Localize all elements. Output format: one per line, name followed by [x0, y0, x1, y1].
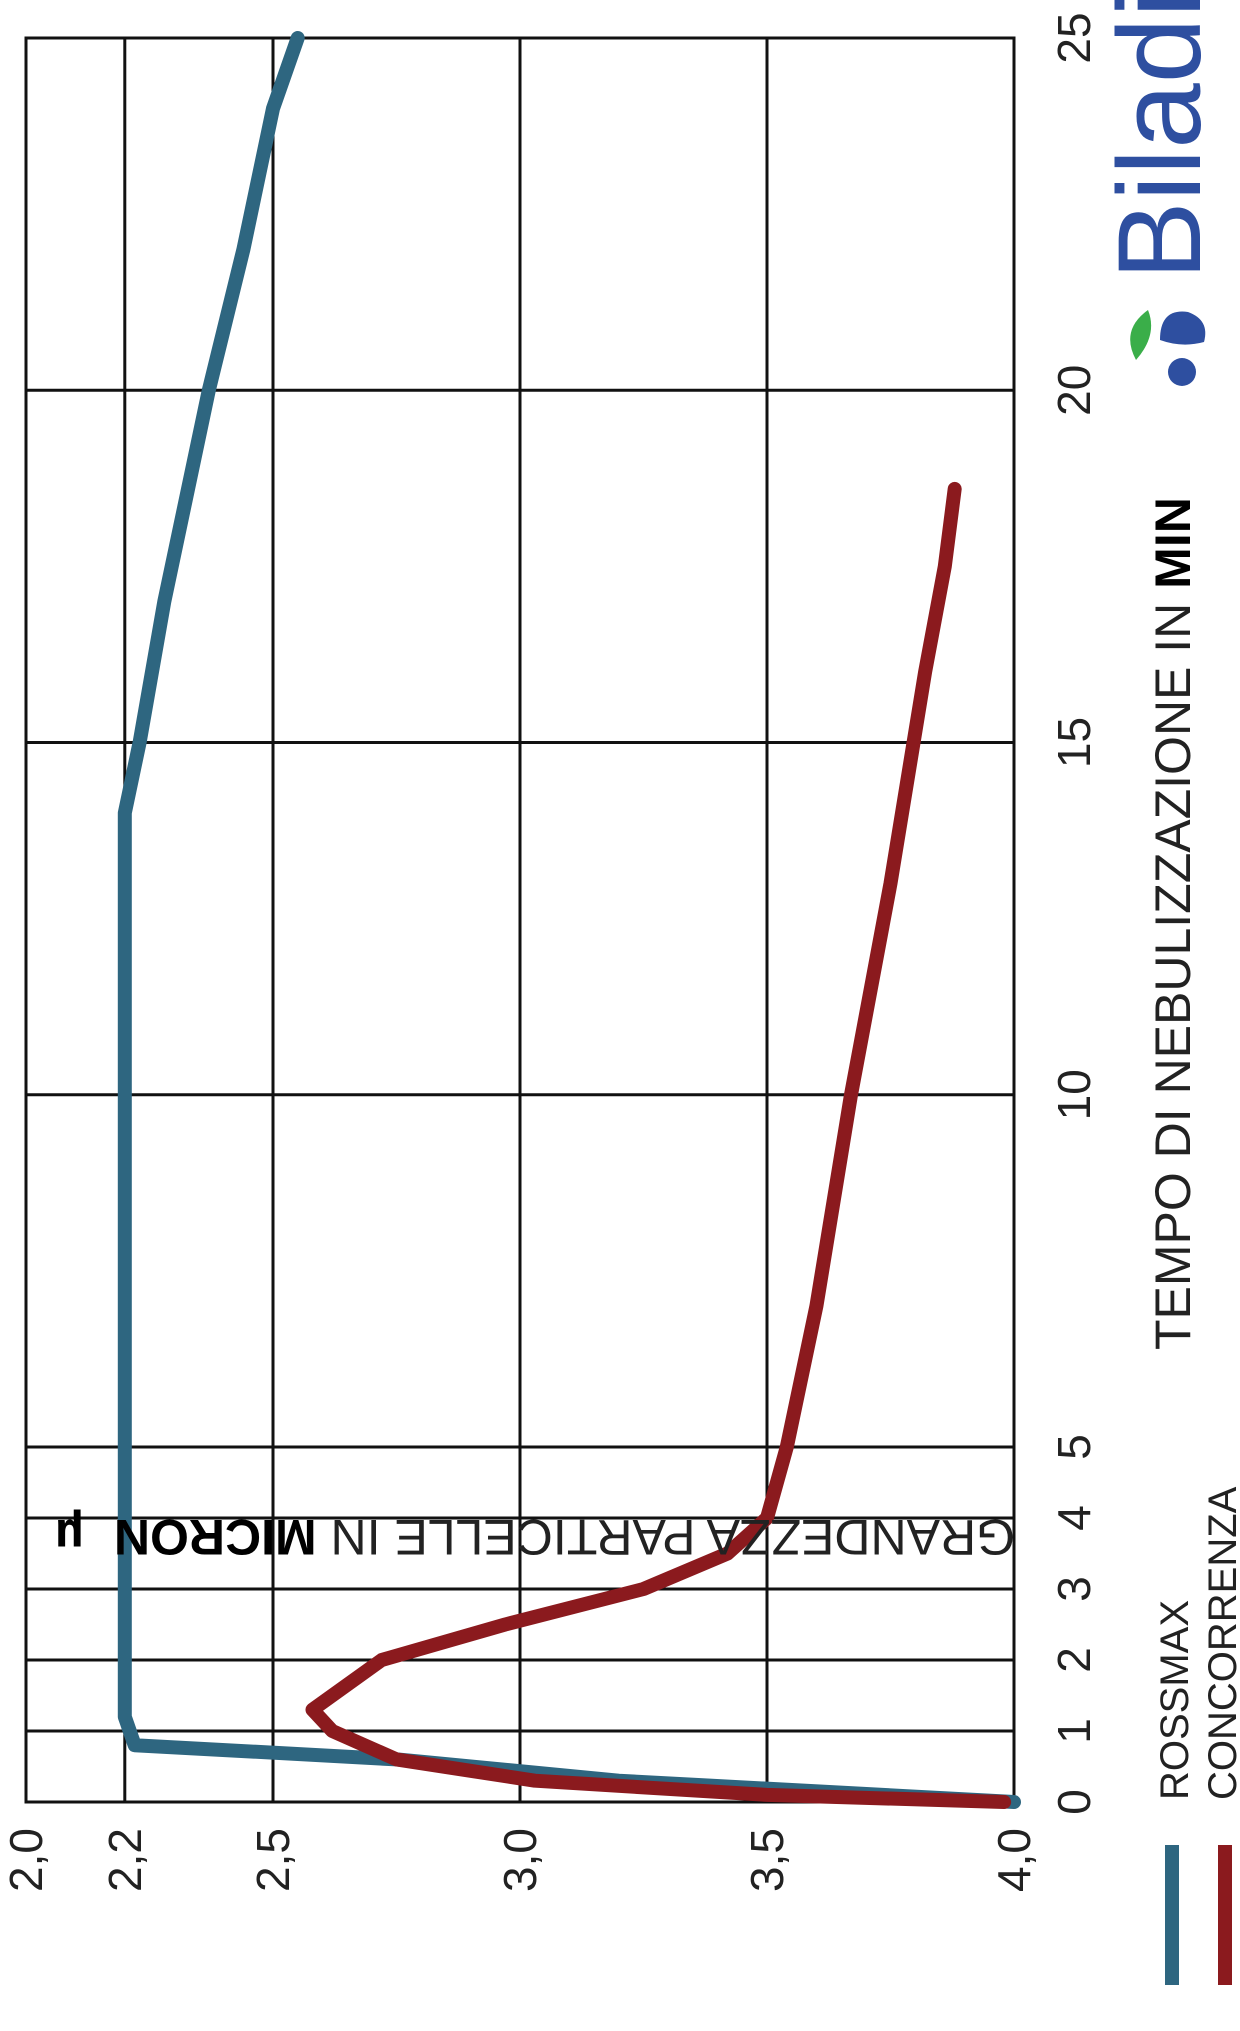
series-layer: [117, 31, 1021, 1809]
y-tick-label: 2,2: [99, 1828, 151, 1892]
legend: ROSSMAX CONCORRENZA: [1153, 1486, 1240, 1985]
x-tick-labels: 0 1 2 3 4 5 10 15 20 25: [1048, 12, 1100, 1814]
y-tick-labels: 2,0 2,2 2,5 3,0 3,5 4,0: [0, 1828, 1040, 1892]
y-axis-title: GRANDEZZA PARTICELLE IN MICRONµ: [55, 1509, 1015, 1565]
logo-mark-dot: [1168, 358, 1196, 386]
x-tick-label: 2: [1048, 1647, 1100, 1673]
x-tick-label: 1: [1048, 1718, 1100, 1744]
y-tick-label: 4,0: [988, 1828, 1040, 1892]
biladi-logo: Biladi: [1094, 0, 1226, 386]
x-tick-label: 0: [1048, 1789, 1100, 1815]
x-tick-label: 5: [1048, 1434, 1100, 1460]
logo-wordmark: Biladi: [1094, 0, 1226, 280]
x-tick-label: 10: [1048, 1069, 1100, 1120]
legend-label-rossmax: ROSSMAX: [1153, 1600, 1197, 1800]
legend-label-concorrenza: CONCORRENZA: [1201, 1486, 1240, 1800]
x-axis-title: TEMPO DI NEBULIZZAZIONE IN MIN: [1145, 497, 1201, 1350]
logo-mark-shape: [1160, 311, 1206, 345]
y-tick-label: 3,0: [494, 1828, 546, 1892]
x-tick-label: 3: [1048, 1576, 1100, 1602]
series-line-rossmax: [117, 31, 1021, 1809]
x-tick-label: 15: [1048, 717, 1100, 768]
x-tick-label: 4: [1048, 1505, 1100, 1531]
y-tick-label: 2,5: [247, 1828, 299, 1892]
series-line-concorrenza: [305, 481, 1012, 1809]
x-tick-label: 20: [1048, 365, 1100, 416]
plot-frame: [24, 36, 1016, 1804]
logo-mark-leaf: [1130, 310, 1151, 360]
y-tick-label: 2,0: [0, 1828, 52, 1892]
y-tick-label: 3,5: [741, 1828, 793, 1892]
x-tick-label: 25: [1048, 12, 1100, 63]
